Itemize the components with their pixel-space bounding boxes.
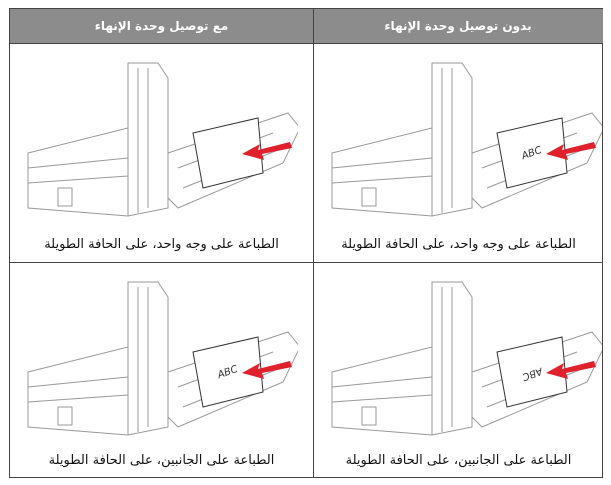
drawer-handle bbox=[57, 406, 73, 426]
cell-caption: الطباعة على وجه واحد، على الحافة الطويلة bbox=[341, 237, 576, 252]
paper bbox=[496, 336, 568, 408]
header-cell: بدون توصيل وحدة الإنهاء bbox=[313, 9, 603, 43]
row-divider bbox=[10, 262, 602, 263]
insert-arrow bbox=[242, 142, 292, 160]
printer-front bbox=[331, 63, 453, 216]
cell-caption: الطباعة على الجانبين، على الحافة الطويلة bbox=[48, 453, 275, 468]
header-cell: مع توصيل وحدة الإنهاء bbox=[10, 9, 313, 43]
printer-illustration: ABC bbox=[331, 281, 602, 436]
row-divider bbox=[10, 43, 602, 44]
insert-arrow bbox=[546, 361, 596, 379]
printer-body bbox=[331, 281, 473, 436]
column-divider bbox=[313, 9, 314, 477]
drawer-handle bbox=[361, 406, 377, 426]
printer-illustration: ABC bbox=[27, 281, 298, 436]
insert-arrow bbox=[242, 361, 292, 379]
printer-body bbox=[27, 62, 169, 217]
drawer-handle bbox=[361, 187, 377, 207]
table-cell: ABC الطباعة على وجه واحد، على الحافة الطو… bbox=[314, 44, 603, 262]
paper bbox=[496, 117, 568, 189]
drawer-handle bbox=[57, 187, 73, 207]
table-cell: الطباعة على وجه واحد، على الحافة الطويلة bbox=[10, 44, 313, 262]
printer-front bbox=[27, 282, 149, 435]
printer-front bbox=[331, 282, 453, 435]
printer-body bbox=[331, 62, 473, 217]
printer-illustration: ABC bbox=[331, 62, 602, 217]
printer-illustration bbox=[27, 62, 298, 217]
table-cell: ABC الطباعة على الجانبين، على الحافة الطو… bbox=[10, 263, 313, 478]
cell-caption: الطباعة على وجه واحد، على الحافة الطويلة bbox=[44, 237, 279, 252]
paper bbox=[192, 117, 264, 189]
table-cell: ABC الطباعة على الجانبين، على الحافة الطو… bbox=[314, 263, 603, 478]
printer-front bbox=[27, 63, 149, 216]
insert-arrow bbox=[546, 142, 596, 160]
printer-body bbox=[27, 281, 169, 436]
cell-caption: الطباعة على الجانبين، على الحافة الطويلة bbox=[345, 453, 572, 468]
paper bbox=[192, 336, 264, 408]
table: بدون توصيل وحدة الإنهاء مع توصيل وحدة ال… bbox=[9, 8, 603, 478]
